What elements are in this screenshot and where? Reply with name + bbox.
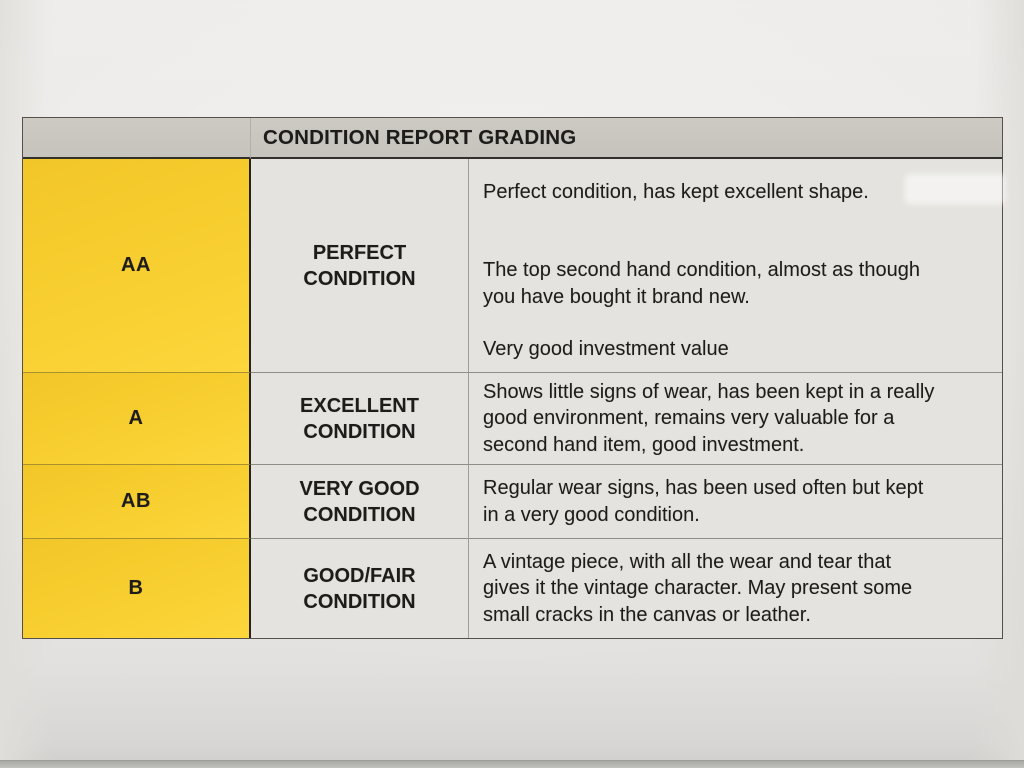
condition-name-ab: VERY GOOD CONDITION <box>251 465 469 539</box>
grade-label: A <box>128 407 144 429</box>
description-paragraph: Very good investment value <box>483 338 729 361</box>
condition-name-label: GOOD/FAIR CONDITION <box>303 564 416 613</box>
grade-label: B <box>128 577 144 599</box>
condition-name-b: GOOD/FAIR CONDITION <box>251 539 469 638</box>
condition-name-label: VERY GOOD CONDITION <box>299 477 420 526</box>
condition-grading-table: CONDITION REPORT GRADING AA PERFECT COND… <box>22 117 1003 639</box>
description-b: A vintage piece, with all the wear and t… <box>469 539 1002 638</box>
grade-label: AA <box>121 254 151 276</box>
photo-bottom-edge <box>0 760 1024 768</box>
condition-name-label: EXCELLENT CONDITION <box>300 394 419 443</box>
grade-cell-b: B <box>23 539 251 638</box>
description-paragraph: The top second hand condition, almost as… <box>483 259 920 308</box>
condition-name-a: EXCELLENT CONDITION <box>251 373 469 465</box>
table-title: CONDITION REPORT GRADING <box>251 118 1002 159</box>
grade-cell-a: A <box>23 373 251 465</box>
grade-cell-ab: AB <box>23 465 251 539</box>
description-paragraph: Shows little signs of wear, has been kep… <box>483 380 935 456</box>
description-paragraph: Perfect condition, has kept excellent sh… <box>483 181 869 203</box>
description-paragraph: Regular wear signs, has been used often … <box>483 477 924 526</box>
description-a: Shows little signs of wear, has been kep… <box>469 373 1002 465</box>
header-empty-cell <box>23 118 251 159</box>
description-paragraph: A vintage piece, with all the wear and t… <box>483 550 913 626</box>
grade-cell-aa: AA <box>23 159 251 373</box>
grade-label: AB <box>121 490 151 512</box>
condition-name-label: PERFECT CONDITION <box>303 241 416 290</box>
condition-name-aa: PERFECT CONDITION <box>251 159 469 373</box>
whiteout-patch <box>905 174 1005 204</box>
description-ab: Regular wear signs, has been used often … <box>469 465 1002 539</box>
table-title-text: CONDITION REPORT GRADING <box>263 125 577 149</box>
